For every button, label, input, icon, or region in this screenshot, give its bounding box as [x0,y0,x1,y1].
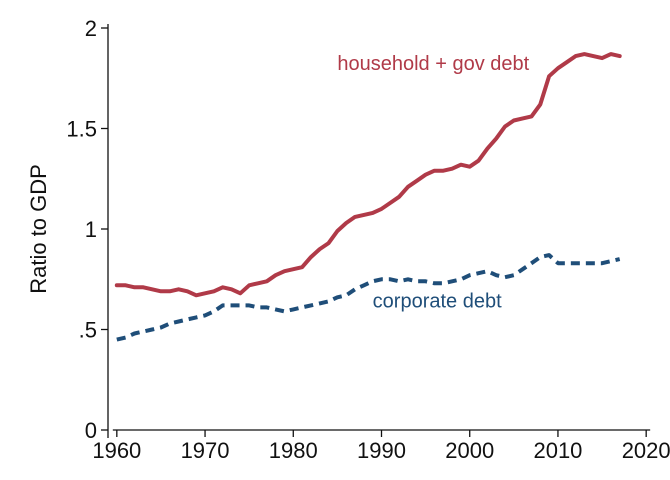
y-tick-label: 1 [85,217,97,242]
series-label: household + gov debt [337,53,529,75]
y-tick-label: 0 [85,418,97,443]
axes: 0 .5 1 1.5 2 1960 1970 1980 1990 2000 2010 2020 [66,16,670,463]
x-tick-label: 1990 [357,438,406,463]
y-tick-label: .5 [79,318,97,343]
x-tick-label: 1980 [269,438,318,463]
series-line-household-gov-debt [114,52,622,298]
x-tick-label: 1960 [92,438,141,463]
x-tick-label: 1970 [181,438,230,463]
y-tick-label: 2 [85,16,97,41]
x-tick-label: 2000 [445,438,494,463]
x-tick-label: 2010 [533,438,582,463]
plot-area: household + gov debt corporate debt [114,52,622,342]
x-tick-label: 2020 [622,438,670,463]
y-axis-title: Ratio to GDP [26,164,51,294]
series-line-corporate-debt [116,253,621,342]
series-label: corporate debt [373,290,502,312]
y-tick-label: 1.5 [66,117,97,142]
